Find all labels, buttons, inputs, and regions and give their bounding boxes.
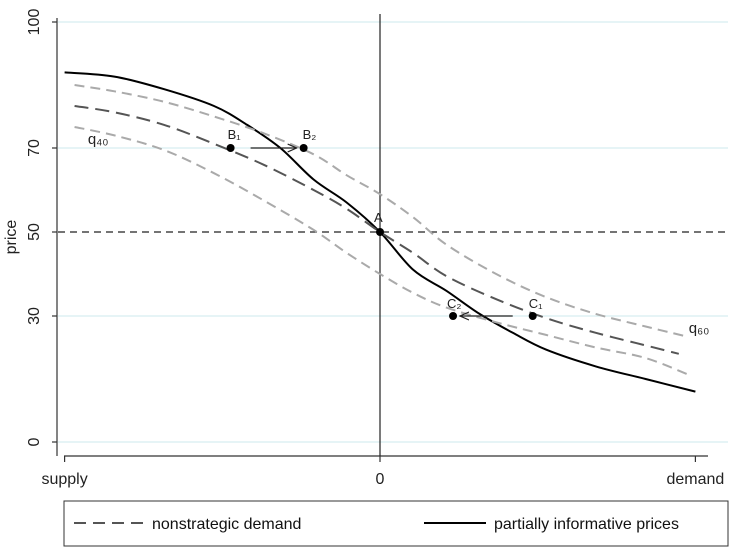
- legend: nonstrategic demand partially informativ…: [63, 500, 729, 547]
- legend-box: [63, 500, 729, 547]
- x-tick-label-1: 0: [376, 471, 385, 488]
- annotation-0: q₄₀: [88, 131, 109, 148]
- arrows: [250, 148, 513, 316]
- point-4: [449, 312, 458, 320]
- point-3: [528, 312, 537, 320]
- legend-label-nonstrategic: nonstrategic demand: [152, 516, 301, 533]
- y-axis-title: price: [3, 220, 20, 255]
- series-q40-bound: [74, 126, 690, 376]
- plot-frame: [56, 18, 708, 457]
- series-nonstrategic-demand: [74, 105, 680, 355]
- point-label-4: C₂: [447, 296, 461, 311]
- point-label-0: A: [374, 210, 383, 225]
- y-tick-label-100: 100: [26, 9, 43, 36]
- point-1: [226, 144, 235, 152]
- y-tick-label-30: 30: [26, 307, 43, 325]
- x-ticks: supply 0 demand: [41, 456, 724, 488]
- legend-label-partially-informative: partially informative prices: [494, 516, 679, 533]
- y-tick-label-70: 70: [26, 139, 43, 157]
- point-label-1: B₁: [228, 127, 242, 142]
- point-label-3: C₁: [529, 296, 543, 311]
- annotations: q₄₀ q₆₀: [88, 131, 710, 337]
- grid-lines: [58, 21, 728, 443]
- y-tick-label-50: 50: [26, 223, 43, 241]
- point-label-2: B₂: [303, 127, 317, 142]
- reference-lines: [58, 14, 728, 456]
- y-tick-label-0: 0: [26, 437, 43, 446]
- x-tick-label-0: supply: [41, 471, 87, 488]
- x-tick-label-2: demand: [666, 471, 724, 488]
- point-2: [299, 144, 308, 152]
- points: A B₁ B₂ C₁ C₂: [226, 127, 543, 320]
- series-q60-bound: [74, 84, 689, 338]
- y-ticks: 0 30 50 70 100: [26, 9, 57, 446]
- point-0: [376, 228, 384, 236]
- annotation-1: q₆₀: [689, 320, 710, 337]
